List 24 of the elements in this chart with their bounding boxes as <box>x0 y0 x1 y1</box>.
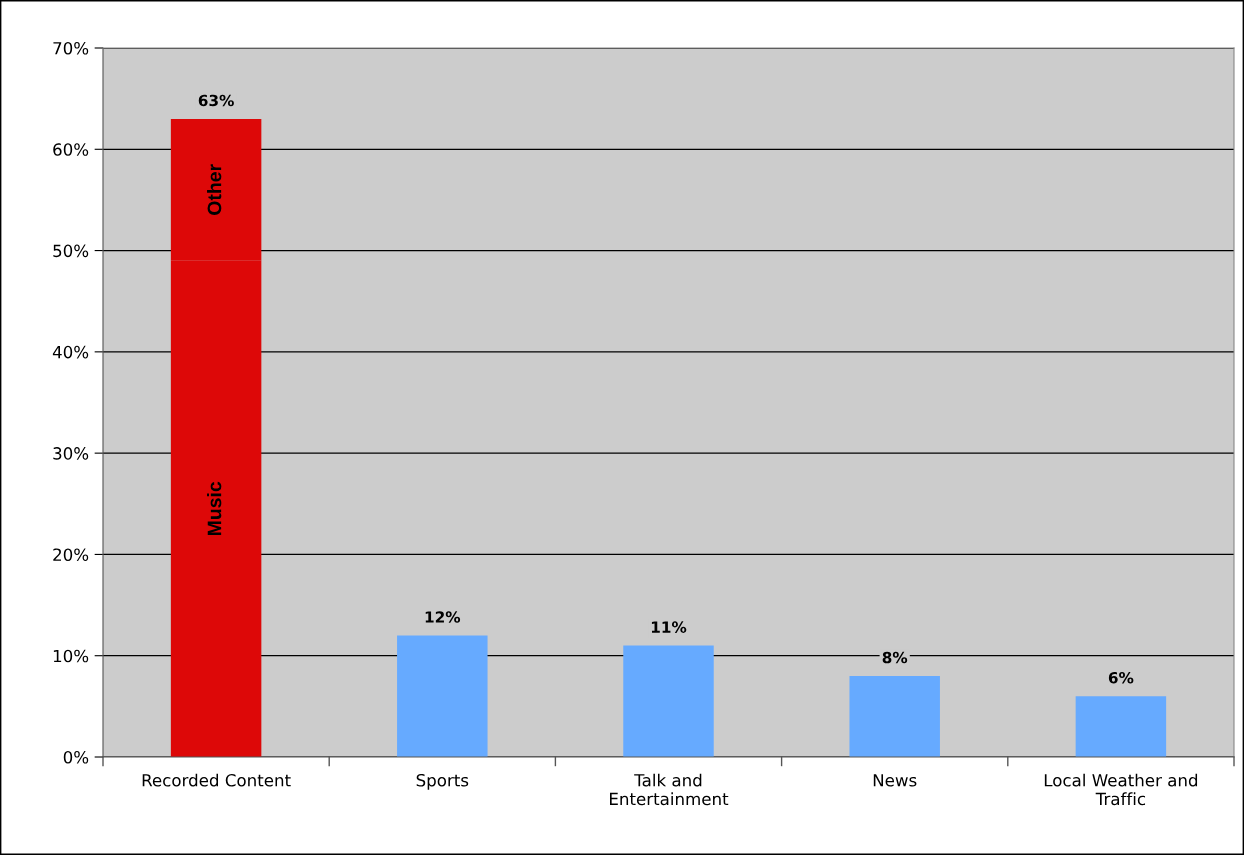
y-tick-label: 20% <box>53 548 89 561</box>
y-tick-label: 60% <box>53 143 89 156</box>
y-tick-label: 10% <box>53 649 89 663</box>
y-tick-label: 70% <box>53 41 89 55</box>
x-tick-label: Talk and Entertainment <box>610 773 729 806</box>
x-tick-label: Sports <box>416 773 469 790</box>
y-tick-label: 30% <box>53 447 89 460</box>
bar <box>397 635 488 757</box>
total-label: 63% <box>198 94 234 107</box>
series-label: Music <box>207 481 222 536</box>
series-label: Other <box>207 164 222 215</box>
bar <box>849 675 940 757</box>
bar <box>623 645 714 757</box>
x-tick-label: Recorded Content <box>142 773 291 787</box>
y-tick-label: 50% <box>53 244 89 258</box>
bar <box>1075 696 1167 757</box>
x-tick-label: Local Weather and Traffic <box>1044 773 1198 806</box>
total-label: 12% <box>425 611 461 623</box>
x-tick-label: News <box>873 774 917 787</box>
total-label: 11% <box>651 621 687 633</box>
y-tick-label: 0% <box>63 750 89 764</box>
total-label: 6% <box>1108 671 1134 684</box>
y-tick-label: 40% <box>52 345 89 359</box>
total-label: 8% <box>882 651 908 664</box>
